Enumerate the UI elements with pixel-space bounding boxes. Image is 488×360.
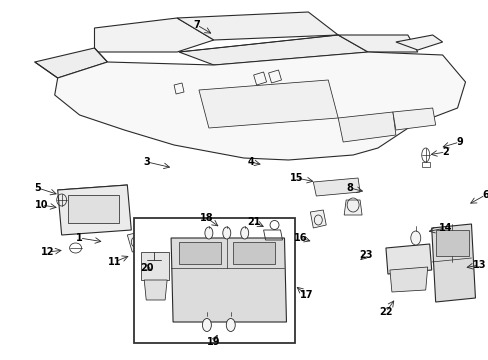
Bar	[67, 195, 119, 223]
Polygon shape	[141, 252, 169, 280]
Text: 11: 11	[107, 257, 121, 267]
Polygon shape	[338, 112, 395, 142]
Polygon shape	[171, 238, 286, 322]
Text: 23: 23	[359, 250, 372, 260]
Polygon shape	[177, 12, 338, 40]
Text: 2: 2	[441, 147, 448, 157]
Polygon shape	[344, 200, 361, 215]
Bar	[134, 218, 295, 343]
Polygon shape	[127, 232, 144, 252]
Polygon shape	[338, 35, 417, 52]
Ellipse shape	[226, 319, 235, 332]
Text: 17: 17	[299, 290, 312, 300]
Text: 6: 6	[481, 190, 488, 200]
Polygon shape	[94, 18, 213, 52]
Polygon shape	[58, 185, 131, 235]
Text: 20: 20	[140, 263, 154, 273]
Text: 19: 19	[207, 337, 220, 347]
Text: 16: 16	[293, 233, 306, 243]
Bar	[179, 242, 221, 264]
Text: 13: 13	[472, 260, 485, 270]
Polygon shape	[55, 52, 465, 160]
Text: 4: 4	[247, 157, 253, 167]
Ellipse shape	[204, 227, 212, 239]
Polygon shape	[144, 280, 167, 300]
Text: 14: 14	[438, 223, 451, 233]
Text: 10: 10	[35, 200, 48, 210]
Bar	[421, 162, 429, 167]
Polygon shape	[313, 178, 359, 196]
Polygon shape	[35, 48, 107, 78]
Text: 9: 9	[455, 137, 462, 147]
Polygon shape	[395, 35, 442, 50]
Polygon shape	[310, 210, 325, 228]
Ellipse shape	[240, 227, 248, 239]
Text: 21: 21	[246, 217, 260, 227]
Text: 8: 8	[346, 183, 353, 193]
Text: 1: 1	[76, 233, 83, 243]
Ellipse shape	[410, 231, 420, 245]
Polygon shape	[199, 80, 338, 128]
Text: 12: 12	[41, 247, 54, 257]
Text: 18: 18	[200, 213, 213, 223]
Polygon shape	[431, 224, 474, 302]
Bar	[232, 242, 274, 264]
Ellipse shape	[223, 227, 230, 239]
Text: 3: 3	[143, 157, 150, 167]
Ellipse shape	[202, 319, 211, 332]
Polygon shape	[392, 108, 435, 130]
Text: 5: 5	[34, 183, 41, 193]
Polygon shape	[389, 267, 427, 292]
Text: 22: 22	[378, 307, 392, 317]
Polygon shape	[385, 244, 431, 274]
Text: 7: 7	[193, 20, 200, 30]
Text: 15: 15	[289, 173, 303, 183]
Bar	[435, 230, 468, 256]
Polygon shape	[179, 35, 367, 65]
